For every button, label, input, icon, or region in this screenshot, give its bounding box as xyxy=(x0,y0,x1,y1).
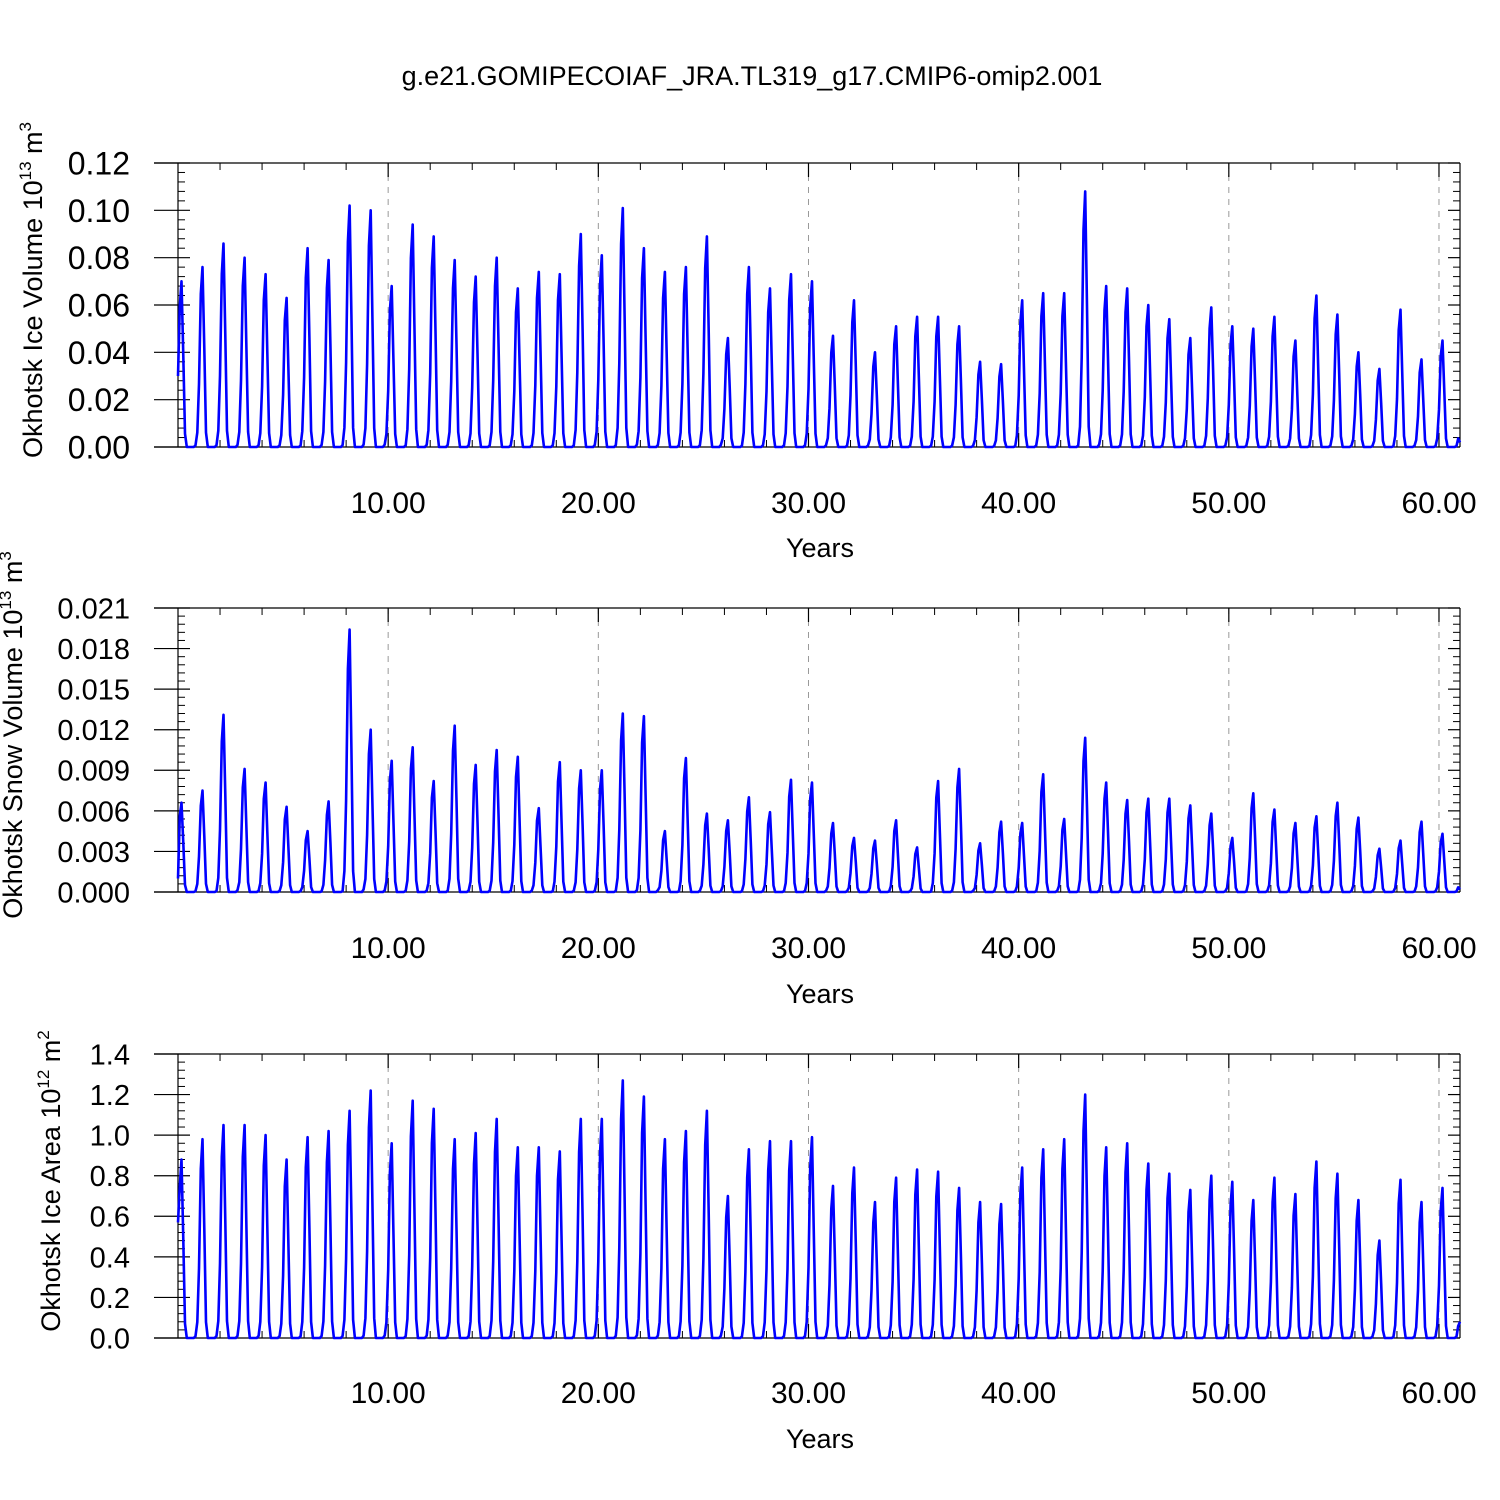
y-axis-label-superscript: 13 xyxy=(0,591,15,610)
x-tick-label: 60.00 xyxy=(1401,932,1476,965)
chart-title: g.e21.GOMIPECOIAF_JRA.TL319_g17.CMIP6-om… xyxy=(402,61,1103,91)
panel-2: 0.000 0.003 0.006 0.009 0.012 0.015 0.018 0.021… xyxy=(0,551,1477,1009)
y-axis-label-part: m xyxy=(18,131,48,161)
x-tick-label: 60.00 xyxy=(1401,1377,1476,1410)
x-tick-label: 40.00 xyxy=(981,1377,1056,1410)
series-line xyxy=(176,190,1462,449)
x-tick-label: 30.00 xyxy=(771,487,846,520)
series-line xyxy=(176,1079,1462,1340)
y-axis-label-part: Okhotsk Ice Volume 10 xyxy=(18,180,48,458)
y-tick-label: 1.4 xyxy=(90,1039,130,1071)
y-tick-label: 0.8 xyxy=(90,1161,130,1193)
y-tick-label: 0.00 xyxy=(68,430,130,466)
x-tick-label: 50.00 xyxy=(1191,487,1266,520)
y-tick-label: 0.06 xyxy=(68,288,130,324)
y-tick-label: 0.003 xyxy=(57,837,130,869)
x-tick-label: 30.00 xyxy=(771,932,846,965)
x-axis-label: Years xyxy=(786,533,854,563)
y-axis-label: Okhotsk Ice Volume 1013 m3 xyxy=(16,122,48,458)
x-tick-label: 40.00 xyxy=(981,932,1056,965)
y-tick-label: 0.015 xyxy=(57,675,130,707)
y-tick-label: 0.009 xyxy=(57,756,130,788)
y-axis-label-superscript: 12 xyxy=(34,1070,53,1089)
x-tick-label: 30.00 xyxy=(771,1377,846,1410)
y-axis-label-superscript: 2 xyxy=(34,1030,53,1039)
y-tick-label: 0.10 xyxy=(68,193,130,229)
y-axis-label-part: m xyxy=(0,561,28,591)
x-tick-label: 20.00 xyxy=(561,932,636,965)
x-tick-label: 10.00 xyxy=(351,932,426,965)
x-axis-label: Years xyxy=(786,1424,854,1454)
y-tick-label: 0.012 xyxy=(57,715,130,747)
panel-1: 0.00 0.02 0.04 0.06 0.08 0.10 0.12 10.00 20.00 30… xyxy=(16,122,1477,563)
x-tick-label: 50.00 xyxy=(1191,932,1266,965)
y-tick-label: 1.2 xyxy=(90,1080,130,1112)
y-tick-label: 0.0 xyxy=(90,1323,130,1355)
y-tick-label: 1.0 xyxy=(90,1121,130,1153)
panel-3: 0.0 0.2 0.4 0.6 0.8 1.0 1.2 1.4 10.00 20.00 30.00 4… xyxy=(34,1030,1477,1454)
x-tick-label: 40.00 xyxy=(981,487,1056,520)
y-tick-label: 0.006 xyxy=(57,796,130,828)
y-tick-label: 0.6 xyxy=(90,1202,130,1234)
y-axis-label-part: Okhotsk Ice Area 10 xyxy=(36,1089,66,1332)
y-axis-label-part: Okhotsk Snow Volume 10 xyxy=(0,610,28,919)
y-tick-label: 0.4 xyxy=(90,1242,130,1274)
y-tick-label: 0.018 xyxy=(57,634,130,666)
y-tick-label: 0.021 xyxy=(57,593,130,625)
y-axis-label-superscript: 3 xyxy=(16,122,35,131)
x-tick-label: 20.00 xyxy=(561,487,636,520)
y-tick-label: 0.02 xyxy=(68,382,130,418)
y-tick-label: 0.04 xyxy=(68,335,130,371)
y-tick-label: 0.000 xyxy=(57,877,130,909)
x-tick-label: 50.00 xyxy=(1191,1377,1266,1410)
y-tick-label: 0.2 xyxy=(90,1283,130,1315)
x-tick-label: 20.00 xyxy=(561,1377,636,1410)
series-line xyxy=(176,628,1461,894)
x-tick-label: 60.00 xyxy=(1401,487,1476,520)
y-axis-label-superscript: 13 xyxy=(16,161,35,180)
y-axis-label-part: m xyxy=(36,1040,66,1070)
y-axis-label: Okhotsk Snow Volume 1013 m3 xyxy=(0,551,28,919)
x-axis-label: Years xyxy=(786,979,854,1009)
x-tick-label: 10.00 xyxy=(351,1377,426,1410)
y-axis-label: Okhotsk Ice Area 1012 m2 xyxy=(34,1030,66,1332)
y-axis-label-superscript: 3 xyxy=(0,551,15,560)
y-tick-label: 0.08 xyxy=(68,240,130,276)
x-tick-label: 10.00 xyxy=(351,487,426,520)
y-tick-label: 0.12 xyxy=(68,146,130,182)
